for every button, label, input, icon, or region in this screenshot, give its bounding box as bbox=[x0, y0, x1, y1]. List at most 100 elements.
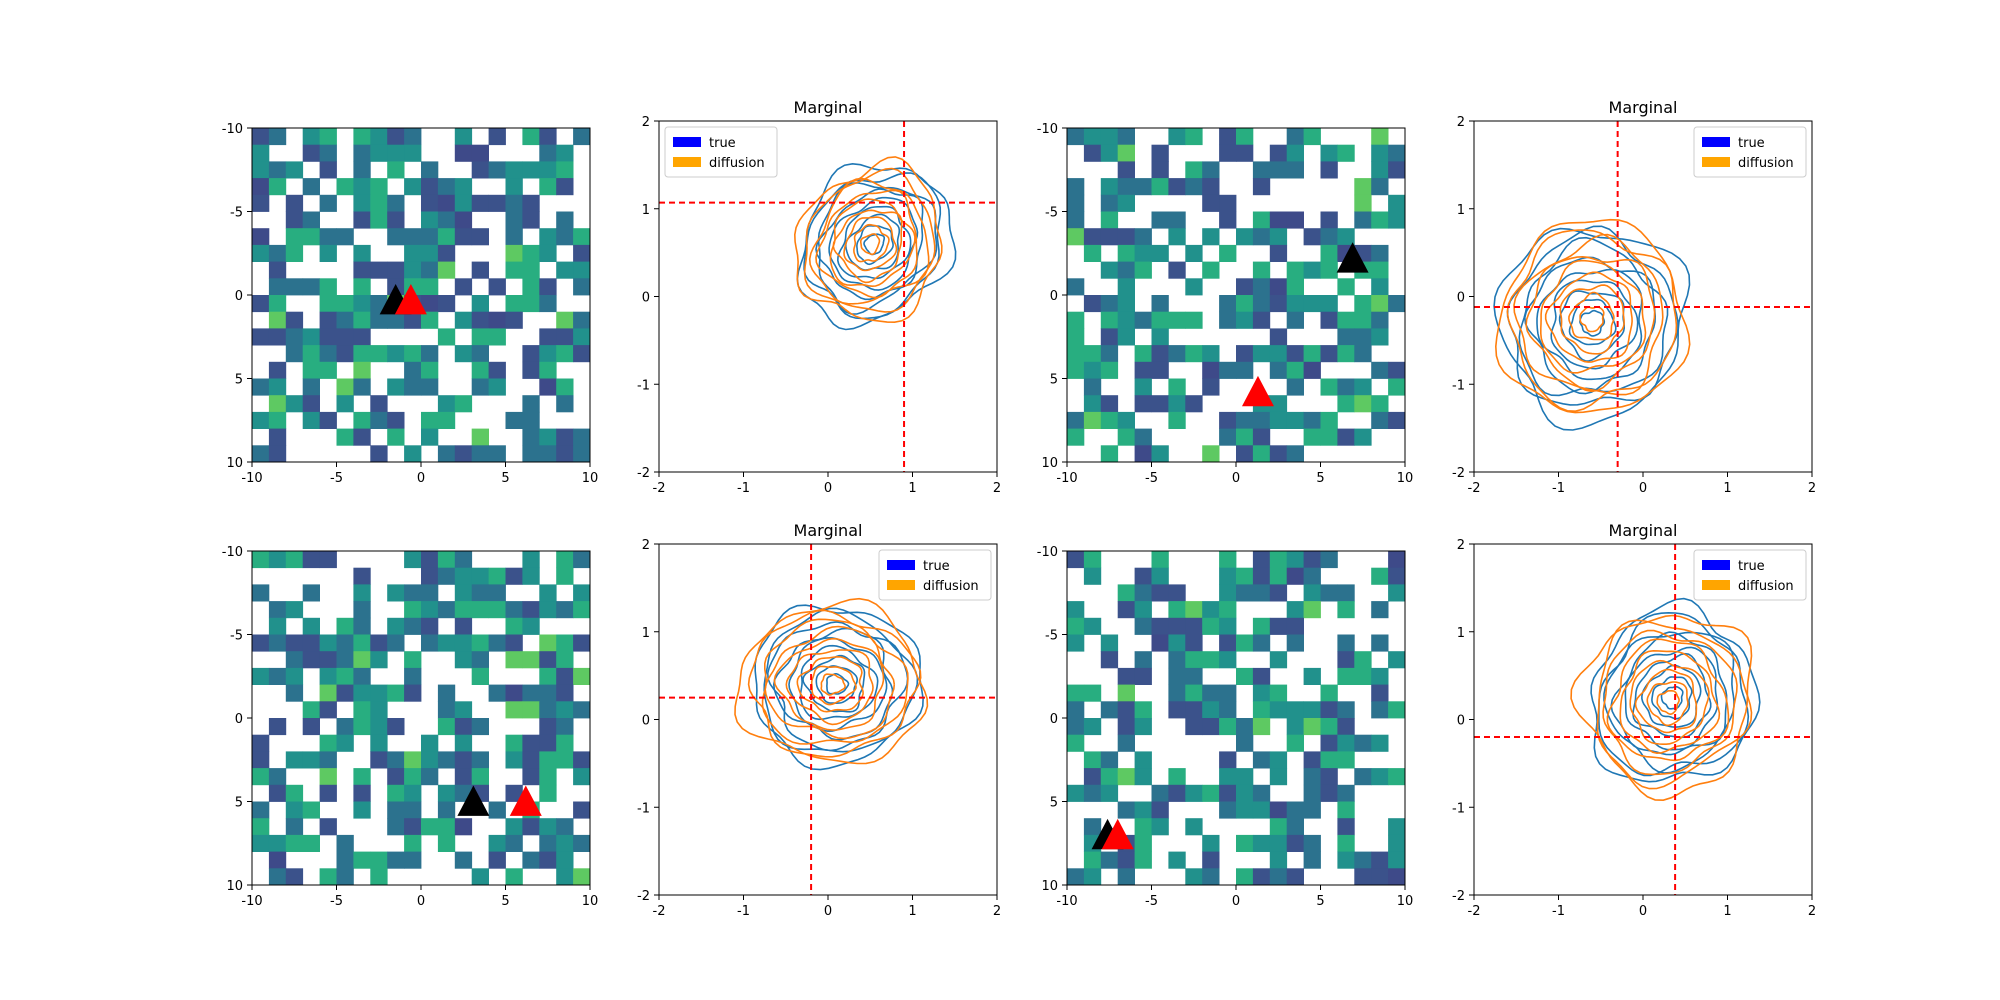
heatmap-cell bbox=[404, 261, 422, 279]
heatmap-cell bbox=[252, 144, 270, 162]
heatmap-cell bbox=[1371, 328, 1389, 346]
heatmap-cell bbox=[302, 328, 320, 346]
contour-true bbox=[1590, 597, 1761, 783]
heatmap-cell bbox=[421, 244, 439, 262]
heatmap-cell bbox=[488, 684, 506, 702]
heatmap-cell bbox=[1202, 651, 1220, 669]
heatmap-cell bbox=[1320, 261, 1338, 279]
heatmap-cell bbox=[285, 818, 304, 836]
contour-true bbox=[1568, 298, 1617, 346]
heatmap-cell bbox=[573, 328, 591, 346]
heatmap-cell bbox=[539, 584, 557, 602]
heatmap-cell bbox=[1236, 734, 1254, 752]
heatmap-cell bbox=[1388, 361, 1406, 379]
heatmap-cell bbox=[1286, 278, 1304, 296]
heatmap-cell bbox=[1168, 601, 1186, 619]
heatmap-cell bbox=[404, 445, 422, 463]
heatmap-cell bbox=[404, 551, 422, 569]
heatmap-cell bbox=[1371, 634, 1389, 652]
heatmap-cell bbox=[1337, 701, 1355, 719]
x-tick-label: 1 bbox=[1723, 481, 1731, 496]
heatmap-cell bbox=[1388, 295, 1406, 313]
heatmap-cell bbox=[539, 144, 557, 162]
heatmap-cell bbox=[353, 617, 371, 635]
heatmap-cell bbox=[319, 868, 337, 886]
x-tick-label: -2 bbox=[1468, 481, 1481, 496]
heatmap-cell bbox=[421, 278, 439, 296]
x-tick-label: 10 bbox=[582, 471, 599, 486]
heatmap-cell bbox=[505, 701, 523, 719]
heatmap-cell bbox=[252, 634, 270, 652]
contour-diffusion bbox=[1619, 649, 1721, 755]
heatmap-cell bbox=[1236, 834, 1254, 852]
heatmap-cell bbox=[522, 701, 540, 719]
contour-diffusion bbox=[1506, 229, 1678, 413]
heatmap-cell bbox=[370, 445, 388, 463]
heatmap-cell bbox=[421, 178, 439, 196]
heatmap-cell bbox=[522, 601, 540, 619]
heatmap-cell bbox=[505, 194, 523, 212]
heatmap-cell bbox=[1354, 328, 1372, 346]
heatmap-cell bbox=[1303, 584, 1321, 602]
heatmap-cell bbox=[488, 278, 506, 296]
heatmap-cell bbox=[1185, 161, 1203, 179]
y-tick-label: 0 bbox=[1050, 289, 1058, 304]
heatmap-cell bbox=[285, 345, 304, 363]
heatmap-cell bbox=[573, 228, 591, 246]
heatmap-cell bbox=[1151, 818, 1169, 836]
heatmap-cell bbox=[421, 617, 439, 635]
heatmap-cell bbox=[454, 194, 473, 212]
x-tick-label: 0 bbox=[1639, 904, 1647, 919]
heatmap-cell bbox=[573, 445, 591, 463]
heatmap-cell bbox=[505, 161, 523, 179]
heatmap-cell bbox=[421, 211, 439, 229]
legend: true diffusion bbox=[1693, 549, 1807, 601]
heatmap-cell bbox=[1202, 345, 1220, 363]
heatmap-cell bbox=[1354, 651, 1372, 669]
heatmap-cell bbox=[336, 295, 354, 313]
x-tick-label: 5 bbox=[501, 471, 509, 486]
contour-diffusion bbox=[1629, 659, 1710, 746]
legend-label-true: true bbox=[923, 559, 950, 574]
heatmap-cell bbox=[488, 567, 506, 585]
y-tick-label: -1 bbox=[637, 801, 650, 816]
heatmap-cell bbox=[1236, 634, 1254, 652]
heatmap-cell bbox=[1337, 718, 1355, 736]
heatmap-cell bbox=[1117, 601, 1135, 619]
heatmap-cell bbox=[1202, 834, 1220, 852]
heatmap-cell bbox=[268, 361, 287, 379]
heatmap-cell bbox=[1269, 278, 1288, 296]
heatmap-cell bbox=[1269, 751, 1288, 769]
heatmap-cell bbox=[1337, 345, 1355, 363]
heatmap-cell bbox=[437, 178, 456, 196]
heatmap-cell bbox=[1286, 551, 1304, 569]
heatmap-cell bbox=[522, 128, 540, 146]
heatmap-cell bbox=[1202, 718, 1220, 736]
heatmap-cell bbox=[1202, 361, 1220, 379]
heatmap-cell bbox=[1354, 395, 1372, 413]
heatmap-cell bbox=[421, 378, 439, 396]
heatmap-cell bbox=[421, 194, 439, 212]
heatmap-cell bbox=[1083, 361, 1102, 379]
heatmap-cell bbox=[421, 261, 439, 279]
heatmap-cell bbox=[556, 144, 574, 162]
heatmap-cell bbox=[505, 311, 523, 329]
heatmap-cell bbox=[1134, 701, 1152, 719]
legend-swatch-diffusion bbox=[1702, 157, 1730, 167]
contour-true bbox=[1579, 309, 1606, 337]
heatmap-cell bbox=[1388, 161, 1406, 179]
heatmap-cell bbox=[1117, 851, 1135, 869]
heatmap-cell bbox=[1371, 567, 1389, 585]
heatmap-cell bbox=[387, 345, 405, 363]
heatmap-cell bbox=[336, 178, 354, 196]
heatmap-cell bbox=[1168, 345, 1186, 363]
heatmap-cell bbox=[1168, 378, 1186, 396]
heatmap-cell bbox=[1185, 617, 1203, 635]
heatmap-cell bbox=[1067, 718, 1085, 736]
heatmap-cell bbox=[539, 651, 557, 669]
heatmap-cell bbox=[319, 161, 337, 179]
heatmap-cell bbox=[404, 818, 422, 836]
heatmap-cell bbox=[336, 311, 354, 329]
heatmap-cell bbox=[539, 161, 557, 179]
contour-diffusion bbox=[1634, 668, 1698, 734]
